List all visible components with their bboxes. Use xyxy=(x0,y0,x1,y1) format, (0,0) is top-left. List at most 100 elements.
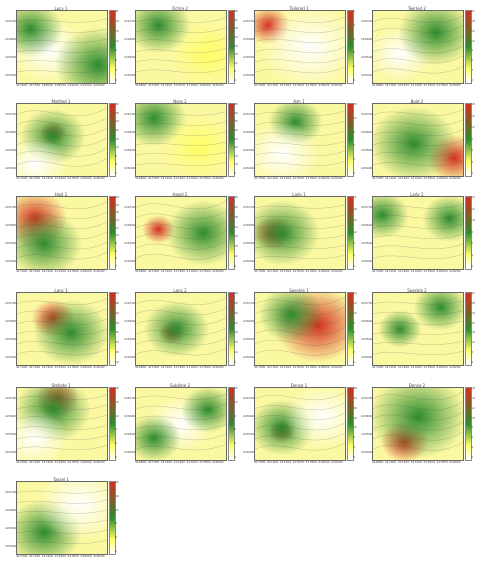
contour-line xyxy=(17,529,107,534)
x-tick-label: 417600 xyxy=(292,365,305,369)
contour-panel: Lucy 1 226700 226600 226500 226400 417000 4175… xyxy=(5,6,126,94)
contour-line xyxy=(17,147,107,157)
colorbar-tick-label: 20 xyxy=(234,43,238,48)
x-tick-label: 417800 xyxy=(423,269,435,273)
panel-title: Tassel 1 xyxy=(53,477,69,482)
colorbar-tick-label: 24 xyxy=(471,310,475,315)
colorbar-tick-label: 14 xyxy=(471,395,475,400)
colorbar-tick-label: 9 xyxy=(471,48,473,53)
y-tick-label: 226400 xyxy=(361,259,373,263)
colorbar-tick-label: 2 xyxy=(353,50,355,55)
x-tick-label: 417000 xyxy=(254,365,266,369)
panel-title: Dense 1 xyxy=(290,383,308,388)
colorbar-tick-label: 16 xyxy=(115,493,119,498)
x-tick-label: 417400 xyxy=(279,365,292,369)
y-tick-label: 226500 xyxy=(5,55,17,59)
contour-panel: Dense 1 226700 226600 226500 226400 417000 417… xyxy=(243,383,364,471)
colorbar-tick-label: 35 xyxy=(234,119,238,124)
colorbar xyxy=(347,196,354,270)
colorbar-tick-label: 21 xyxy=(471,9,475,13)
colorbar xyxy=(465,196,472,270)
contour-panel: Dense 2 226700 226600 226500 226400 416800 417… xyxy=(361,383,482,471)
x-tick-label: 417600 xyxy=(410,365,423,369)
x-tick-label: 418200 xyxy=(93,269,105,273)
colorbar-tick-label: 30 xyxy=(234,310,238,315)
y-tick-label: 226500 xyxy=(243,55,255,59)
contour-panel: Ochre 2 226700 226600 226500 226400 416800 417… xyxy=(124,6,245,94)
contour-line xyxy=(255,306,345,316)
contour-line xyxy=(17,394,107,400)
x-tick-label: 417600 xyxy=(54,460,67,464)
x-tick-label: 417800 xyxy=(199,269,211,273)
contour-line xyxy=(255,443,345,451)
colorbar xyxy=(228,103,235,177)
colorbar-tick-label: 6 xyxy=(234,427,236,432)
colorbar-tick-label: 4 xyxy=(471,360,473,364)
y-tick-label: 226700 xyxy=(5,490,17,494)
colorbar-tick-label: 24 xyxy=(234,34,238,39)
contour-line xyxy=(136,37,226,43)
x-tick-label: 417000 xyxy=(147,460,160,464)
y-tick-label: 226400 xyxy=(243,73,255,77)
colorbar-tick-label: 20 xyxy=(353,405,357,410)
contour-plot-area xyxy=(372,196,464,270)
contour-line xyxy=(373,25,463,33)
y-tick-label: 226500 xyxy=(5,241,17,245)
colorbar-tick-label: 5 xyxy=(234,171,236,175)
contour-line xyxy=(17,107,107,117)
y-tick-label: 226600 xyxy=(124,130,136,134)
y-tick-label: 226600 xyxy=(5,130,17,134)
contour-line xyxy=(136,297,226,305)
x-tick-label: 417800 xyxy=(423,365,435,369)
contour-panel: Lady 2 226700 226600 226500 226400 417000 4172… xyxy=(361,192,482,280)
colorbar-tick-label: 8 xyxy=(234,69,236,74)
x-tick-label: 418000 xyxy=(80,460,92,464)
x-tick-label: 417400 xyxy=(410,83,423,87)
contour-svg xyxy=(136,200,226,266)
colorbar-tick-label: 12 xyxy=(115,225,119,230)
contour-plot-area xyxy=(254,10,346,84)
colorbar-tick-label: 18 xyxy=(471,102,475,106)
colorbar-tick-label: 6 xyxy=(115,441,117,446)
colorbar-tick-label: 12 xyxy=(115,145,119,150)
contour-line xyxy=(373,421,463,431)
contour-plot-area xyxy=(254,103,346,177)
colorbar-tick-label: 4 xyxy=(471,252,473,257)
colorbar-tick-label: 24 xyxy=(353,395,357,400)
contour-line xyxy=(373,330,463,335)
x-tick-label: 417800 xyxy=(186,83,198,87)
contour-line xyxy=(373,66,463,74)
x-tick-label: 416800 xyxy=(135,176,147,180)
contour-panel: Speckle 2 226700 226600 226500 226400 417000 4… xyxy=(361,288,482,376)
colorbar-tick-label: 12 xyxy=(471,405,475,410)
x-tick-label: 417000 xyxy=(254,269,266,273)
x-tick-label: 418200 xyxy=(93,176,105,180)
colorbar-tick-label: 12 xyxy=(115,507,119,512)
colorbar-tick-label: 10 xyxy=(471,415,475,420)
colorbar-tick-label: 6 xyxy=(471,241,473,245)
contour-line xyxy=(255,432,345,441)
colorbar-tick-label: 36 xyxy=(234,9,238,13)
x-tick-label: 417200 xyxy=(266,460,279,464)
y-tick-label: 226600 xyxy=(361,319,373,323)
x-tick-label: 417200 xyxy=(384,269,397,273)
y-tick-label: 226500 xyxy=(5,526,17,530)
colorbar xyxy=(465,387,472,461)
contour-line xyxy=(136,141,226,146)
colorbar-tick-label: 8 xyxy=(471,425,473,430)
contour-line xyxy=(136,433,226,441)
contour-line xyxy=(136,17,226,23)
colorbar-tick-label: 0 xyxy=(353,360,355,364)
colorbar-tick-label: 20 xyxy=(115,195,119,199)
contour-line xyxy=(373,160,463,167)
panel-title: Lucy 1 xyxy=(54,6,68,11)
contour-line xyxy=(17,241,107,250)
panel-title: Mottled 1 xyxy=(51,99,71,104)
panel-title: Stellate 1 xyxy=(51,383,71,388)
contour-region xyxy=(33,299,107,365)
colorbar-tick-label: 6 xyxy=(471,58,473,63)
y-tick-label: 226400 xyxy=(243,450,255,454)
colorbar-tick-label: 12 xyxy=(471,38,475,43)
colorbar-tick-label: 25 xyxy=(234,320,238,325)
x-tick-label: 419500 xyxy=(80,83,92,87)
